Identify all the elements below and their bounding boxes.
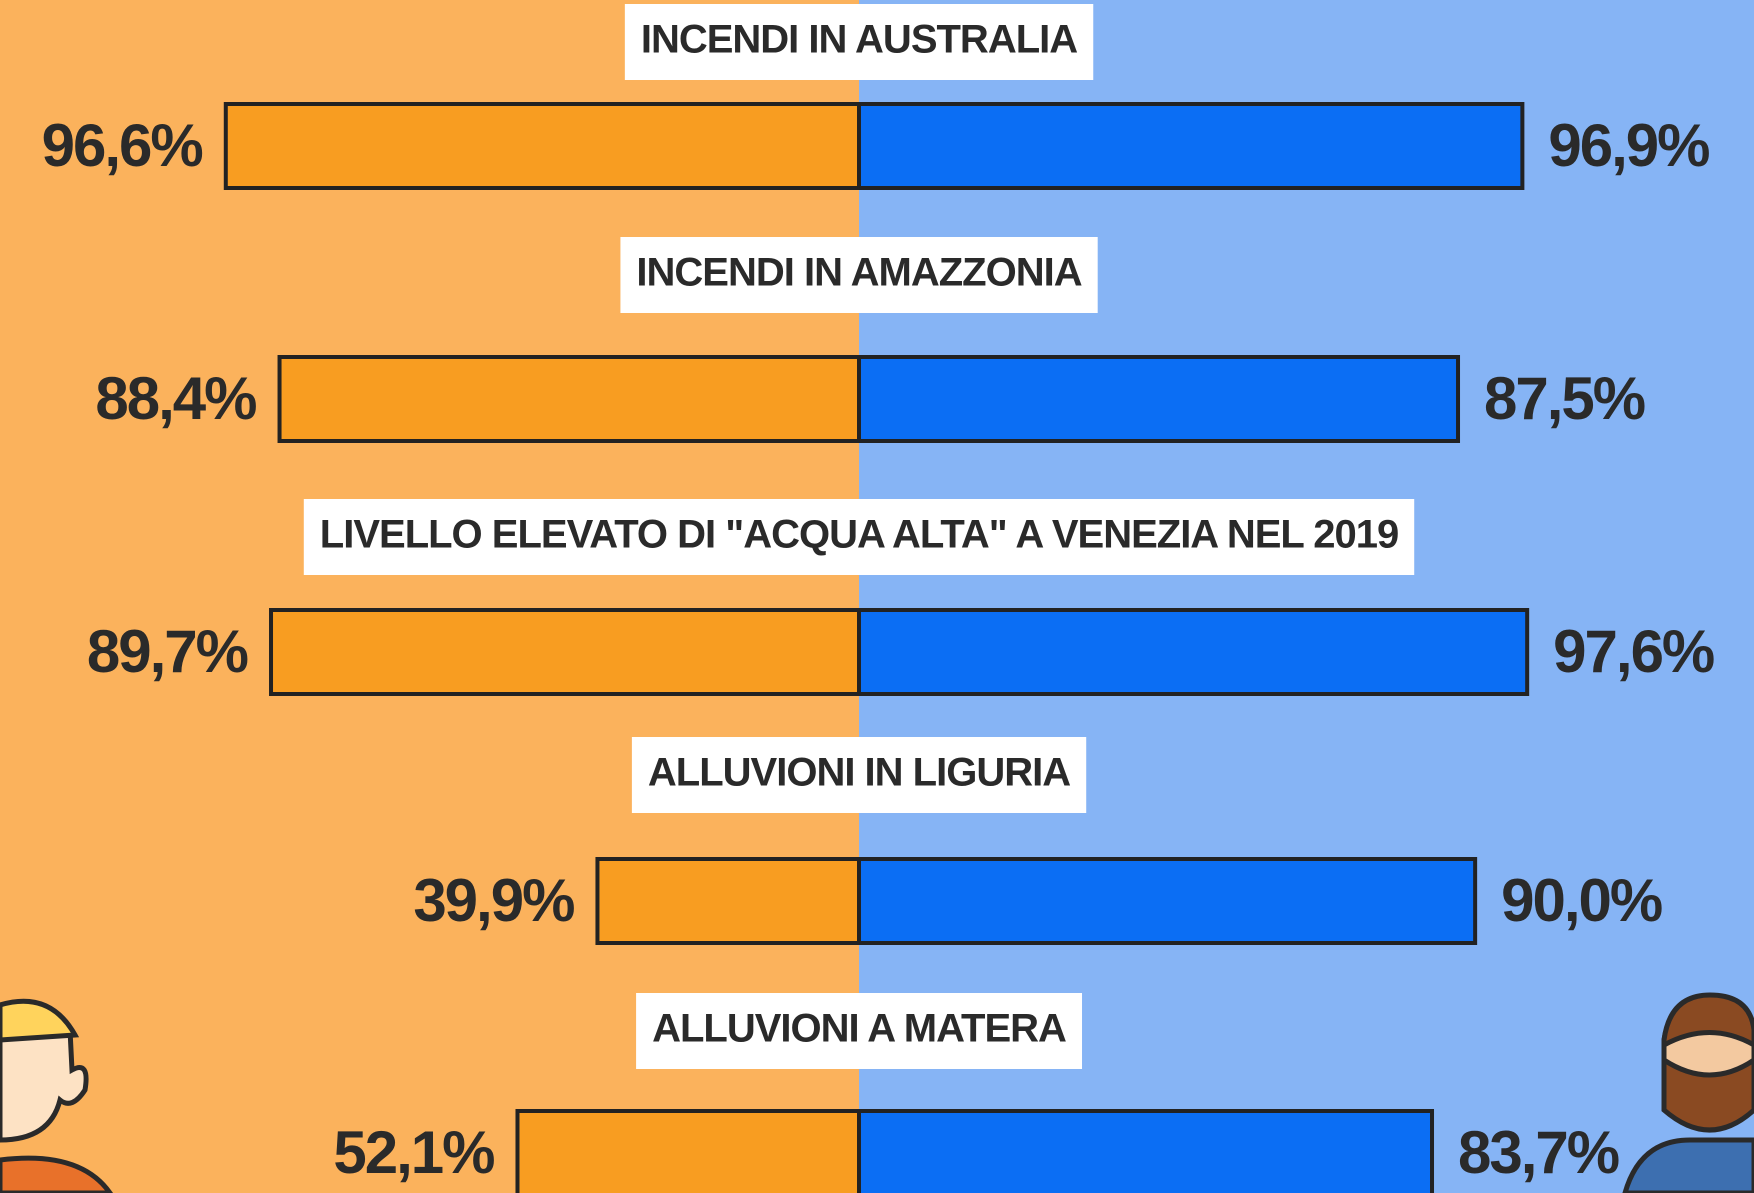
category-box [620,237,1098,313]
category-box [303,499,1415,575]
value-label-right: 97,6% [1553,618,1714,685]
category-label: INCENDI IN AMAZZONIA [636,251,1081,295]
value-label-right: 83,7% [1458,1119,1619,1186]
value-label-right: 96,9% [1548,112,1709,179]
category-label: ALLUVIONI A MATERA [652,1007,1066,1051]
bar-left [515,1109,861,1193]
person-right [1622,992,1754,1193]
value-label-right: 87,5% [1484,365,1645,432]
bar-right [857,102,1525,190]
bar-left [277,355,861,443]
category-box [624,4,1094,80]
bar-left [223,102,862,190]
category-label: LIVELLO ELEVATO DI "ACQUA ALTA" A VENEZI… [320,513,1398,557]
category-label: INCENDI IN AUSTRALIA [641,18,1077,62]
category-box [631,737,1087,813]
value-label-left: 39,9% [413,867,574,934]
bar-left [269,608,862,696]
bar-right [857,608,1530,696]
value-label-left: 52,1% [333,1119,494,1186]
category-label: ALLUVIONI IN LIGURIA [648,751,1070,795]
value-label-right: 90,0% [1501,867,1662,934]
bar-right [857,857,1478,945]
value-label-left: 89,7% [87,618,248,685]
bar-right [857,355,1461,443]
bar-right [857,1109,1435,1193]
value-label-left: 88,4% [95,365,256,432]
value-label-left: 96,6% [42,112,203,179]
category-box [636,993,1083,1069]
bar-left [595,857,861,945]
